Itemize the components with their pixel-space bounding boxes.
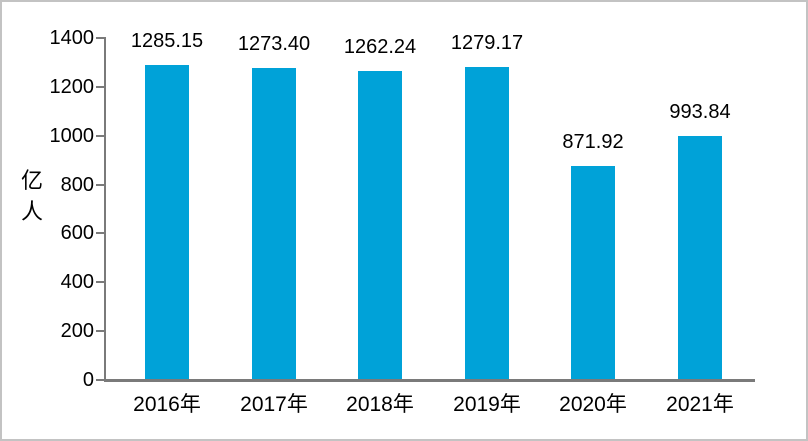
- y-tick-label: 0: [82, 369, 94, 391]
- y-tick-label: 600: [60, 222, 94, 244]
- y-tick-label: 1000: [49, 125, 95, 147]
- y-axis-line: [104, 37, 106, 382]
- y-tick-label: 400: [60, 271, 94, 293]
- y-axis-tick: [96, 135, 104, 137]
- y-axis-tick: [96, 281, 104, 283]
- x-category-label: 2019年: [453, 393, 521, 416]
- x-category-label: 2018年: [346, 393, 414, 416]
- y-tick-label: 800: [60, 174, 94, 196]
- y-axis-tick: [96, 184, 104, 186]
- y-axis-tick: [96, 232, 104, 234]
- x-category-label: 2020年: [559, 393, 627, 416]
- x-category-label: 2017年: [240, 393, 308, 416]
- bar: [145, 65, 189, 379]
- x-category-label: 2021年: [666, 393, 734, 416]
- y-axis-title-char: 亿: [20, 168, 43, 193]
- y-axis-tick: [96, 330, 104, 332]
- x-category-label: 2016年: [133, 393, 201, 416]
- bar-value-label: 1285.15: [130, 30, 204, 52]
- y-tick-label: 200: [60, 320, 94, 342]
- y-axis-tick: [96, 379, 104, 381]
- y-axis-tick: [96, 37, 104, 39]
- y-axis-title-char: 人: [20, 199, 43, 224]
- y-tick-label: 1400: [49, 27, 95, 49]
- x-axis-line: [104, 379, 755, 382]
- bar-value-label: 871.92: [562, 131, 624, 153]
- bar-value-label: 1279.17: [450, 32, 524, 54]
- bar: [252, 68, 296, 379]
- y-axis-tick: [96, 86, 104, 88]
- bar: [571, 166, 615, 379]
- bar-value-label: 1273.40: [237, 33, 311, 55]
- bar: [465, 67, 509, 379]
- y-tick-label: 1200: [49, 76, 95, 98]
- bar: [358, 71, 402, 379]
- bar-value-label: 993.84: [669, 101, 731, 123]
- bar: [678, 136, 722, 379]
- bar-value-label: 1262.24: [343, 36, 417, 58]
- y-axis-title: 亿人: [18, 165, 46, 227]
